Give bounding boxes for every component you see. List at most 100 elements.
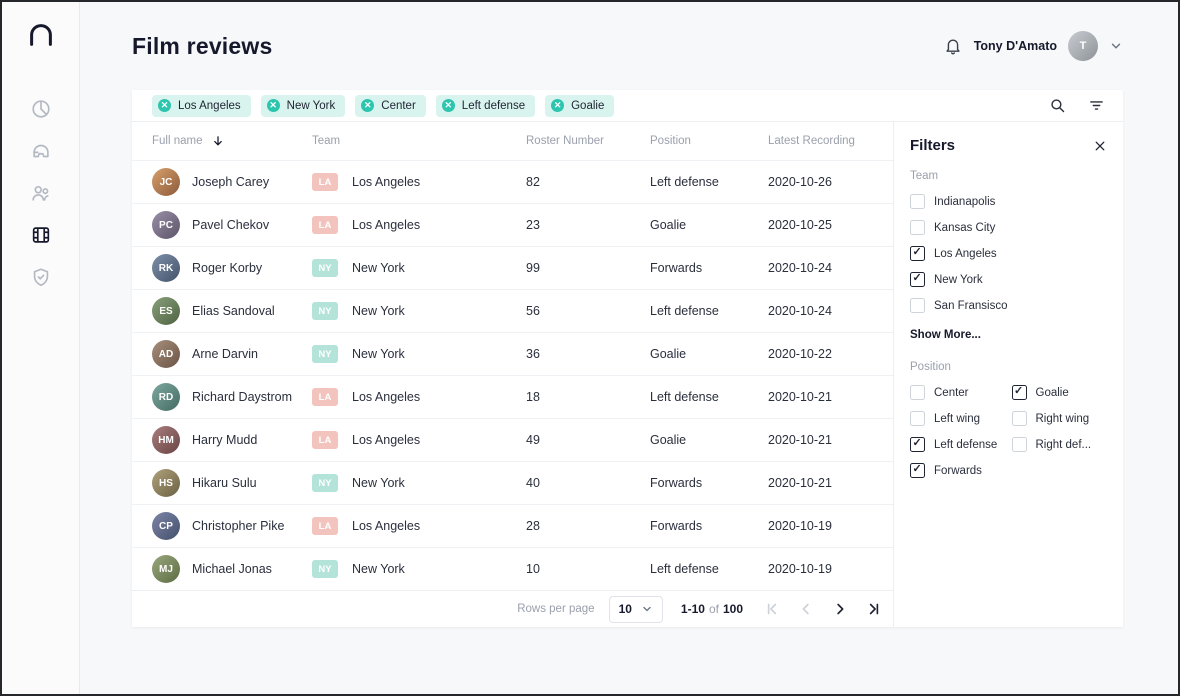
team-name: New York <box>352 261 405 275</box>
position-value: Left defense <box>650 175 719 189</box>
checkbox[interactable] <box>910 462 925 478</box>
column-header-roster-number[interactable]: Roster Number <box>526 135 604 147</box>
table-body: JC Joseph Carey LA Los Angeles 82 Left d… <box>132 160 893 590</box>
player-name: Michael Jonas <box>192 562 272 576</box>
checkbox[interactable] <box>910 271 925 287</box>
checkbox[interactable] <box>1011 384 1027 400</box>
roster-number: 28 <box>526 519 540 533</box>
select-chevron-down-icon <box>641 603 653 615</box>
chip-label: Center <box>381 99 416 112</box>
player-name: Hikaru Sulu <box>192 476 257 490</box>
filter-chip[interactable]: ✕ Left defense <box>435 94 536 117</box>
latest-recording-date: 2020-10-19 <box>768 519 832 533</box>
show-more-link[interactable]: Show More... <box>910 329 981 341</box>
sidebar-item-dashboard[interactable] <box>30 98 52 120</box>
filter-chip[interactable]: ✕ Goalie <box>545 94 615 117</box>
filter-chip[interactable]: ✕ Los Angeles <box>152 94 251 117</box>
sidebar-item-players[interactable] <box>30 182 52 204</box>
table-row[interactable]: RK Roger Korby NY New York 99 Forwards 2… <box>132 246 893 289</box>
filter-option[interactable]: Left wing <box>910 411 1006 426</box>
checkbox-label: Right def... <box>1035 438 1092 451</box>
checkbox[interactable] <box>910 220 925 235</box>
film-reviews-card: ✕ Los Angeles ✕ New York ✕ Center ✕ Left… <box>132 90 1123 627</box>
filter-option[interactable]: Forwards <box>910 462 1006 478</box>
filter-option[interactable]: Los Angeles <box>910 245 1107 261</box>
filter-chip[interactable]: ✕ Center <box>355 94 426 117</box>
column-header-full-name[interactable]: Full name <box>132 134 312 148</box>
filter-option[interactable]: Right wing <box>1011 411 1108 426</box>
user-area: Tony D'Amato T <box>943 31 1123 61</box>
filter-option[interactable]: Kansas City <box>910 220 1107 235</box>
table-row[interactable]: HM Harry Mudd LA Los Angeles 49 Goalie 2… <box>132 418 893 461</box>
range-value: 1-10 <box>680 602 705 616</box>
sidebar-item-equipment[interactable] <box>30 140 52 162</box>
latest-recording-date: 2020-10-24 <box>768 261 832 275</box>
next-page-icon[interactable] <box>831 600 849 618</box>
chip-remove-icon[interactable]: ✕ <box>266 99 280 112</box>
rows-per-page-value: 10 <box>618 602 632 616</box>
filter-icon[interactable] <box>1088 97 1105 114</box>
filter-option[interactable]: Left defense <box>910 436 1006 452</box>
filter-option[interactable]: Right def... <box>1011 437 1108 452</box>
checkbox-label: Forwards <box>934 464 982 477</box>
bell-icon[interactable] <box>943 36 963 56</box>
filter-option[interactable]: Indianapolis <box>910 194 1107 209</box>
checkbox[interactable] <box>910 298 925 313</box>
position-filter-options: Center Goalie Left wing Right wing Left … <box>910 384 1108 478</box>
table-row[interactable]: HS Hikaru Sulu NY New York 40 Forwards 2… <box>132 461 893 504</box>
checkbox[interactable] <box>910 411 925 426</box>
filter-chip[interactable]: ✕ New York <box>260 94 346 117</box>
filter-option[interactable]: New York <box>910 271 1107 287</box>
column-header-latest-recording[interactable]: Latest Recording <box>768 135 855 147</box>
filters-header: Filters <box>910 137 1107 154</box>
table-row[interactable]: MJ Michael Jonas NY New York 10 Left def… <box>132 547 893 590</box>
sidebar <box>2 2 80 694</box>
position-value: Goalie <box>650 347 687 361</box>
chip-remove-icon[interactable]: ✕ <box>158 99 171 112</box>
filter-option[interactable]: Center <box>910 385 1006 400</box>
filter-option[interactable]: San Fransisco <box>910 298 1107 313</box>
search-icon[interactable] <box>1049 97 1066 114</box>
table-row[interactable]: ES Elias Sandoval NY New York 56 Left de… <box>132 289 893 332</box>
player-name: Arne Darvin <box>192 347 258 361</box>
checkbox[interactable] <box>910 436 925 452</box>
first-page-icon[interactable] <box>763 600 781 618</box>
checkbox[interactable] <box>1011 437 1027 452</box>
sort-desc-icon[interactable] <box>211 134 225 148</box>
table-row[interactable]: AD Arne Darvin NY New York 36 Goalie 202… <box>132 332 893 375</box>
pagination-range: 1-10 of 100 <box>681 602 743 616</box>
user-avatar[interactable]: T <box>1068 31 1098 61</box>
team-name: Los Angeles <box>352 519 421 533</box>
column-header-position[interactable]: Position <box>650 135 691 147</box>
column-header-team[interactable]: Team <box>312 135 341 147</box>
user-menu-chevron-down-icon[interactable] <box>1109 39 1123 53</box>
previous-page-icon[interactable] <box>797 600 815 618</box>
chip-remove-icon[interactable]: ✕ <box>361 99 375 112</box>
chip-remove-icon[interactable]: ✕ <box>441 99 455 112</box>
table-row[interactable]: PC Pavel Chekov LA Los Angeles 23 Goalie… <box>132 203 893 246</box>
position-value: Goalie <box>650 218 687 232</box>
sidebar-item-film-reviews[interactable] <box>30 224 52 246</box>
sidebar-item-security[interactable] <box>30 266 52 288</box>
app-logo[interactable] <box>26 20 56 50</box>
roster-number: 18 <box>526 390 540 404</box>
checkbox[interactable] <box>910 385 925 400</box>
user-name[interactable]: Tony D'Amato <box>973 39 1057 53</box>
table-row[interactable]: JC Joseph Carey LA Los Angeles 82 Left d… <box>132 160 893 203</box>
rows-per-page-select[interactable]: 10 <box>608 595 663 623</box>
rows-per-page-label: Rows per page <box>517 603 595 615</box>
filter-option[interactable]: Goalie <box>1011 384 1108 400</box>
checkbox[interactable] <box>1011 411 1027 426</box>
last-page-icon[interactable] <box>865 600 883 618</box>
filters-panel: Filters Team Indianapolis Kansas City Lo… <box>893 122 1123 627</box>
latest-recording-date: 2020-10-21 <box>768 433 832 447</box>
close-icon[interactable] <box>1093 139 1107 153</box>
team-badge: NY <box>312 474 338 492</box>
sidebar-nav <box>30 98 52 288</box>
checkbox[interactable] <box>910 245 925 261</box>
table-row[interactable]: CP Christopher Pike LA Los Angeles 28 Fo… <box>132 504 893 547</box>
checkbox[interactable] <box>910 194 925 209</box>
main-area: Film reviews Tony D'Amato T ✕ Los Angele <box>80 2 1178 694</box>
chip-remove-icon[interactable]: ✕ <box>551 99 565 112</box>
table-row[interactable]: RD Richard Daystrom LA Los Angeles 18 Le… <box>132 375 893 418</box>
